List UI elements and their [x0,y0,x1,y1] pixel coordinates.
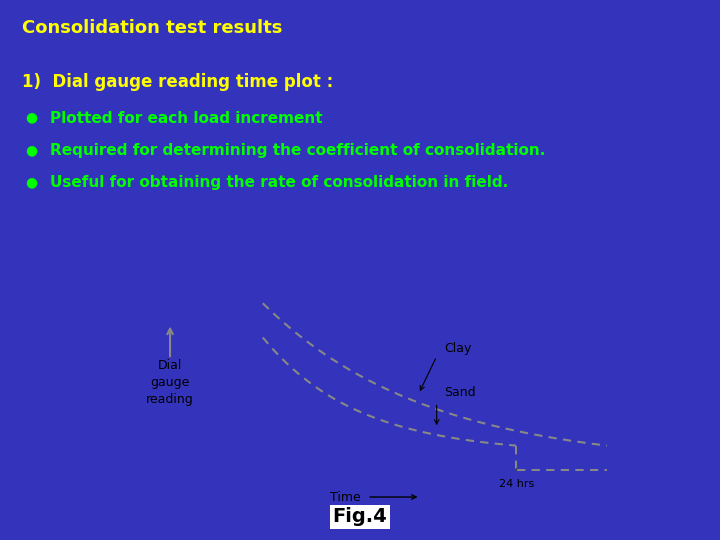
Text: Dial
gauge
reading: Dial gauge reading [146,360,194,407]
Text: Fig.4: Fig.4 [333,508,387,526]
Text: Clay: Clay [444,342,472,355]
Text: ●: ● [25,111,37,125]
Text: Sand: Sand [444,386,475,399]
Text: Time: Time [330,490,361,503]
Text: Required for determining the coefficient of consolidation.: Required for determining the coefficient… [50,143,546,158]
Text: 24 hrs: 24 hrs [499,480,534,489]
Text: Useful for obtaining the rate of consolidation in field.: Useful for obtaining the rate of consoli… [50,176,508,191]
Text: Consolidation test results: Consolidation test results [22,19,282,37]
Text: 1)  Dial gauge reading time plot :: 1) Dial gauge reading time plot : [22,73,333,91]
Text: ●: ● [25,176,37,190]
Text: ●: ● [25,143,37,157]
Text: Plotted for each load increment: Plotted for each load increment [50,111,323,126]
